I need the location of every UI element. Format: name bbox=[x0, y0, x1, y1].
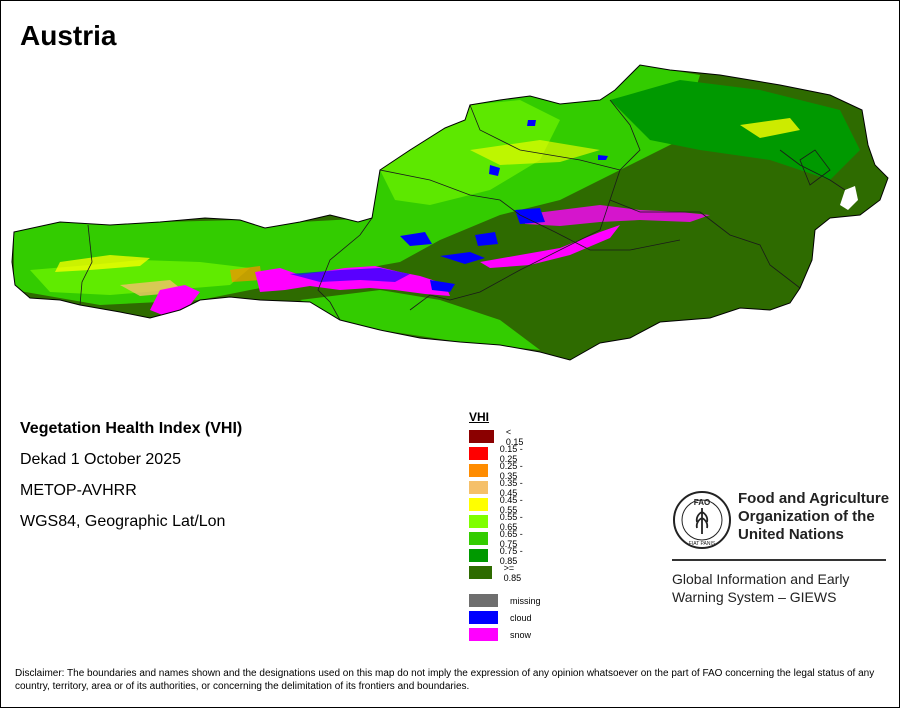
fao-logo-icon: FAO FIAT PANIS bbox=[673, 491, 731, 549]
legend-swatch bbox=[469, 430, 494, 443]
cloud-patch-2 bbox=[475, 232, 498, 246]
legend-row: 0.25 - 0.35 bbox=[469, 461, 528, 481]
legend-row: 0.45 - 0.55 bbox=[469, 495, 528, 515]
legend-row: cloud bbox=[469, 611, 532, 624]
vhi-075-085-east bbox=[610, 80, 860, 180]
legend-label: 0.15 - 0.25 bbox=[499, 443, 523, 464]
fao-name-line: Organization of the bbox=[738, 508, 875, 525]
legend-row: < 0.15 bbox=[469, 427, 528, 447]
legend-swatch bbox=[469, 481, 488, 494]
legend-row: 0.15 - 0.25 bbox=[469, 444, 528, 464]
legend-swatch bbox=[469, 464, 488, 477]
vhi-025-035-patch bbox=[230, 266, 262, 282]
legend-label: 0.65 - 0.75 bbox=[499, 528, 523, 549]
svg-text:FAO: FAO bbox=[694, 498, 710, 507]
legend-row: missing bbox=[469, 594, 541, 607]
legend-label: 0.35 - 0.45 bbox=[499, 477, 523, 498]
legend-label: cloud bbox=[510, 612, 532, 623]
cloud-patch-7 bbox=[598, 155, 608, 160]
legend-row: snow bbox=[469, 628, 531, 641]
vhi-065-075-south bbox=[300, 290, 540, 350]
legend-label: >= 0.85 bbox=[503, 562, 522, 583]
vhi-045-055-west bbox=[55, 255, 150, 272]
cloud-patch-1 bbox=[400, 232, 432, 246]
legend-row: 0.35 - 0.45 bbox=[469, 478, 528, 498]
vhi-legend: VHI < 0.15 0.15 - 0.25 0.25 - 0.35 0.35 … bbox=[469, 410, 541, 641]
fao-divider bbox=[672, 559, 886, 561]
index-heading: Vegetation Health Index (VHI) bbox=[20, 420, 243, 437]
cloud-patch-6 bbox=[489, 165, 500, 176]
legend-row: 0.55 - 0.65 bbox=[469, 512, 528, 532]
giews-label: Global Information and Early Warning Sys… bbox=[672, 570, 900, 606]
legend-label: 0.45 - 0.55 bbox=[499, 494, 523, 515]
giews-line: Global Information and Early bbox=[672, 571, 850, 587]
cloud-patch-alps bbox=[290, 268, 410, 282]
legend-row: 0.65 - 0.75 bbox=[469, 529, 528, 549]
cloud-patch-4 bbox=[440, 252, 485, 264]
snow-area-north-alps bbox=[520, 205, 710, 226]
map-info-block: Vegetation Health Index (VHI) Dekad 1 Oc… bbox=[20, 413, 242, 537]
sensor-label: METOP-AVHRR bbox=[20, 482, 137, 499]
legend-label: < 0.15 bbox=[505, 426, 524, 447]
vhi-045-055-east bbox=[740, 118, 800, 138]
legend-swatch bbox=[469, 532, 488, 545]
legend-label: snow bbox=[510, 629, 532, 640]
legend-swatch bbox=[469, 594, 498, 607]
fao-name-line: United Nations bbox=[738, 526, 844, 543]
fao-name-line: Food and Agriculture bbox=[738, 490, 890, 507]
map-title: Austria bbox=[20, 20, 117, 51]
legend-swatch bbox=[469, 628, 498, 641]
legend-swatch bbox=[469, 611, 498, 624]
svg-text:FIAT PANIS: FIAT PANIS bbox=[689, 541, 716, 547]
projection-label: WGS84, Geographic Lat/Lon bbox=[20, 513, 226, 530]
fao-name: Food and Agriculture Organization of the… bbox=[738, 490, 900, 544]
legend-label: 0.75 - 0.85 bbox=[499, 545, 523, 566]
legend-swatch bbox=[469, 447, 488, 460]
legend-label: 0.25 - 0.35 bbox=[499, 460, 523, 481]
giews-line: Warning System – GIEWS bbox=[672, 589, 837, 605]
disclaimer-text: Disclaimer: The boundaries and names sho… bbox=[15, 668, 875, 692]
cloud-patch-8 bbox=[527, 120, 536, 126]
legend-swatch bbox=[469, 498, 488, 511]
fao-block: FAO FIAT PANIS Food and Agriculture Orga… bbox=[672, 490, 889, 605]
period-label: Dekad 1 October 2025 bbox=[20, 451, 181, 468]
legend-row: >= 0.85 bbox=[469, 563, 528, 583]
cloud-patch-5 bbox=[430, 280, 455, 292]
legend-title: VHI bbox=[469, 410, 490, 424]
legend-label: 0.55 - 0.65 bbox=[499, 511, 523, 532]
cloud-patch-3 bbox=[515, 208, 545, 224]
legend-row: 0.75 - 0.85 bbox=[469, 546, 528, 566]
legend-label: missing bbox=[510, 595, 541, 606]
province-boundaries bbox=[79, 99, 846, 321]
legend-swatch bbox=[469, 549, 488, 562]
snow-area-central bbox=[480, 225, 620, 268]
austria-vhi-map bbox=[11, 64, 889, 361]
snow-area-west bbox=[150, 285, 200, 318]
lake-neusiedl bbox=[840, 186, 858, 210]
legend-swatch bbox=[469, 515, 488, 528]
legend-swatch bbox=[469, 566, 492, 579]
